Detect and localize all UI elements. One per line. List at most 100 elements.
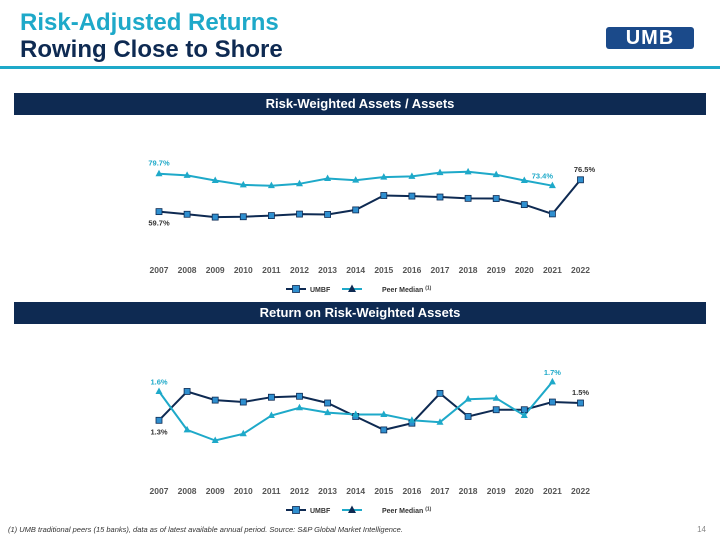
peer-point-2008 xyxy=(183,425,191,433)
peer-point-2017 xyxy=(436,168,444,176)
umbf-point-2009 xyxy=(211,213,219,221)
x-tick-label-2018: 2018 xyxy=(459,486,478,496)
x-tick-label-2007: 2007 xyxy=(150,486,169,496)
umbf-point-2022 xyxy=(577,176,584,184)
chart1-title-banner: Risk-Weighted Assets / Assets xyxy=(14,93,706,115)
peer-point-2018 xyxy=(464,395,472,402)
x-tick-label-2008: 2008 xyxy=(178,486,197,496)
umbf-point-2022 xyxy=(577,399,584,407)
umbf-point-2021 xyxy=(549,398,556,406)
x-tick-label-2014: 2014 xyxy=(346,486,365,496)
header-divider xyxy=(0,66,720,69)
legend-umbf-label: UMBF xyxy=(310,287,331,294)
umbf-point-2015 xyxy=(380,192,388,199)
x-tick-label-2007: 2007 xyxy=(150,265,169,275)
peer-point-2014 xyxy=(352,410,360,418)
peer-point-2020 xyxy=(520,176,528,184)
x-tick-label-2010: 2010 xyxy=(234,486,253,496)
umbf-point-2011 xyxy=(267,212,275,219)
legend-peer-marker xyxy=(348,505,356,513)
x-tick-label-2009: 2009 xyxy=(206,486,225,496)
page-title: Risk-Adjusted Returns xyxy=(20,9,279,36)
x-tick-label-2014: 2014 xyxy=(346,265,365,275)
umbf-point-2013 xyxy=(324,399,332,407)
x-tick-label-2012: 2012 xyxy=(290,486,309,496)
data-label-umbf-2007: 59.7% xyxy=(148,219,170,228)
peer-point-2011 xyxy=(267,411,275,418)
umbf-point-2007 xyxy=(155,208,163,216)
peer-point-2017 xyxy=(436,418,444,425)
x-tick-label-2017: 2017 xyxy=(431,486,450,496)
x-tick-label-2021: 2021 xyxy=(543,486,562,496)
x-tick-label-2010: 2010 xyxy=(234,265,253,275)
peer-point-2009 xyxy=(211,436,219,443)
legend-umbf-marker xyxy=(292,506,300,514)
data-label-peer-2021: 1.7% xyxy=(544,368,561,377)
x-tick-label-2011: 2011 xyxy=(262,265,281,275)
x-tick-label-2015: 2015 xyxy=(374,265,393,275)
data-label-umbf-2007: 1.3% xyxy=(150,427,167,436)
umbf-point-2015 xyxy=(380,426,388,434)
x-tick-label-2020: 2020 xyxy=(515,265,534,275)
peer-point-2016 xyxy=(408,416,416,423)
umbf-point-2008 xyxy=(183,388,191,395)
logo-text: UMB xyxy=(625,27,675,49)
peer-point-2010 xyxy=(239,429,247,437)
umbf-point-2018 xyxy=(464,194,472,202)
peer-point-2013 xyxy=(324,174,332,181)
legend-peer-label: Peer Median (1) xyxy=(382,286,432,295)
peer-point-2012 xyxy=(296,403,303,411)
legend-peer-marker xyxy=(348,284,356,292)
x-tick-label-2022: 2022 xyxy=(571,486,590,496)
umbf-point-2009 xyxy=(211,396,219,404)
legend-peer-footnote-ref: (1) xyxy=(425,286,431,292)
x-tick-label-2017: 2017 xyxy=(431,265,450,275)
peer-point-2021 xyxy=(548,377,556,385)
data-label-peer-2007: 79.7% xyxy=(148,159,170,168)
footnote: (1) UMB traditional peers (15 banks), da… xyxy=(8,525,403,534)
umbf-point-2012 xyxy=(296,210,303,218)
title-block: Risk-Adjusted Returns Rowing Close to Sh… xyxy=(20,9,283,63)
umbf-point-2019 xyxy=(492,195,500,202)
peer-point-2021 xyxy=(548,181,556,189)
page-subtitle: Rowing Close to Shore xyxy=(20,36,283,63)
umbf-point-2008 xyxy=(183,210,191,218)
peer-point-2013 xyxy=(324,408,332,416)
x-tick-label-2011: 2011 xyxy=(262,486,281,496)
umbf-point-2013 xyxy=(324,211,332,218)
chart2-title-banner: Return on Risk-Weighted Assets xyxy=(14,302,706,324)
umbf-point-2016 xyxy=(408,192,416,200)
x-tick-label-2009: 2009 xyxy=(206,265,225,275)
peer-point-2020 xyxy=(520,411,528,418)
x-tick-label-2013: 2013 xyxy=(318,265,337,275)
page-number: 14 xyxy=(697,525,706,534)
umbf-point-2010 xyxy=(239,398,247,406)
peer-point-2015 xyxy=(380,410,388,418)
x-tick-label-2022: 2022 xyxy=(571,265,590,275)
peer-point-2015 xyxy=(380,173,388,180)
x-tick-label-2008: 2008 xyxy=(178,265,197,275)
x-tick-label-2016: 2016 xyxy=(402,265,421,275)
legend-umbf-marker xyxy=(292,285,300,293)
peer-point-2019 xyxy=(492,394,500,401)
x-tick-label-2012: 2012 xyxy=(290,265,309,275)
umbf-point-2017 xyxy=(436,193,444,201)
x-tick-label-2013: 2013 xyxy=(318,486,337,496)
data-label-peer-2007: 1.6% xyxy=(150,377,167,386)
umbf-point-2011 xyxy=(267,393,275,401)
series-line-umbf xyxy=(158,390,581,431)
peer-point-2007 xyxy=(155,169,163,177)
peer-point-2014 xyxy=(352,176,360,183)
x-tick-label-2019: 2019 xyxy=(487,486,506,496)
data-label-umbf-2022: 76.5% xyxy=(574,165,596,174)
umbf-point-2017 xyxy=(436,389,444,397)
peer-point-2018 xyxy=(464,167,472,175)
peer-point-2011 xyxy=(267,181,275,189)
return-on-rwa-chart: 2007 2008 2009 2010 2011 2012 2013 2014 2015 2016… xyxy=(150,368,591,515)
peer-point-2007 xyxy=(155,387,163,394)
x-tick-label-2015: 2015 xyxy=(374,486,393,496)
x-tick-label-2018: 2018 xyxy=(459,265,478,275)
umbf-point-2021 xyxy=(549,210,556,218)
umbf-point-2010 xyxy=(239,213,247,221)
rwa-assets-chart: 2007 2008 2009 2010 2011 2012 2013 2014 2015 2016… xyxy=(148,159,596,295)
